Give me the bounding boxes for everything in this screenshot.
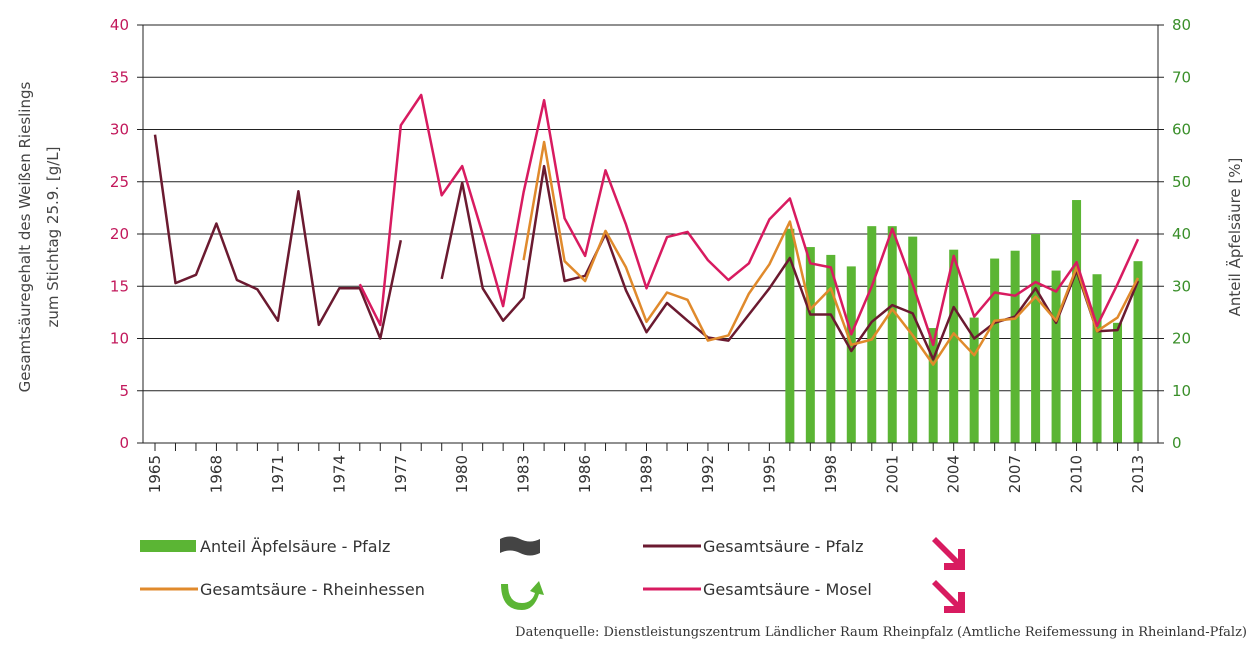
x-tick-label: 1977 (392, 455, 410, 493)
trend-icon (932, 537, 965, 570)
legend-swatch (140, 540, 196, 552)
line (153, 134, 1140, 361)
x-tick-label: 2004 (945, 455, 963, 493)
bar (908, 236, 918, 443)
x-tick-label: 2001 (883, 455, 901, 493)
legend-label: Gesamtsäure - Rheinhessen (200, 580, 425, 599)
trend-icon (932, 580, 965, 613)
trend-icon (501, 581, 544, 610)
x-tick-label: 1968 (207, 455, 225, 493)
x-tick-label: 1971 (269, 455, 287, 493)
bar (949, 249, 959, 443)
y2-tick-label: 10 (1172, 382, 1191, 400)
y2-axis-title: Anteil Äpfelsäure [%] (1225, 158, 1244, 317)
bar (1051, 270, 1061, 443)
y-tick-label: 15 (110, 277, 129, 295)
source-note: Datenquelle: Dienstleistungszentrum Länd… (515, 625, 1247, 640)
bar (805, 247, 815, 443)
bar (969, 317, 979, 443)
x-tick-label: 2013 (1129, 455, 1147, 493)
trend-icon (500, 536, 540, 556)
bar (1010, 250, 1020, 443)
bar (846, 266, 856, 443)
bar (1113, 322, 1123, 443)
y-tick-label: 35 (110, 68, 129, 86)
bar (990, 258, 1000, 443)
y-tick-label: 10 (110, 330, 129, 348)
y2-tick-label: 40 (1172, 225, 1191, 243)
x-tick-label: 1998 (822, 455, 840, 493)
y-tick-label: 30 (110, 121, 129, 139)
bar (867, 226, 877, 443)
y2-tick-label: 50 (1172, 173, 1191, 191)
x-tick-label: 1974 (330, 455, 348, 493)
legend-label: Gesamtsäure - Pfalz (703, 537, 863, 556)
legend-label: Anteil Äpfelsäure - Pfalz (200, 537, 390, 556)
legend-label: Gesamtsäure - Mosel (703, 580, 872, 599)
x-tick-label: 1980 (453, 455, 471, 493)
y-tick-label: 5 (119, 382, 129, 400)
y2-tick-label: 80 (1172, 16, 1191, 34)
y-axis-title: zum Stichtag 25.9. [g/L] (44, 146, 62, 327)
x-tick-label: 2010 (1068, 455, 1086, 493)
y-tick-label: 25 (110, 173, 129, 191)
bar (1072, 200, 1082, 443)
bar (1092, 274, 1102, 443)
x-tick-label: 1983 (515, 455, 533, 493)
x-tick-label: 1995 (760, 455, 778, 493)
y2-tick-label: 0 (1172, 434, 1182, 452)
y-tick-label: 0 (119, 434, 129, 452)
line (358, 93, 1140, 347)
x-tick-label: 1986 (576, 455, 594, 493)
y2-tick-label: 30 (1172, 277, 1191, 295)
bar (1031, 234, 1041, 443)
bar (785, 228, 795, 443)
bar (928, 328, 938, 443)
y-axis-title: Gesamtsäuregehalt des Weißen Rieslings (16, 82, 34, 393)
bar (826, 254, 836, 443)
y-tick-label: 20 (110, 225, 129, 243)
x-tick-label: 1989 (638, 455, 656, 493)
x-tick-label: 1992 (699, 455, 717, 493)
x-tick-label: 2007 (1006, 455, 1024, 493)
bar (1133, 261, 1143, 443)
bar (887, 226, 897, 443)
y2-tick-label: 60 (1172, 121, 1191, 139)
y2-tick-label: 20 (1172, 330, 1191, 348)
y2-tick-label: 70 (1172, 68, 1191, 86)
x-tick-label: 1965 (146, 455, 164, 493)
line (522, 140, 1140, 366)
y-tick-label: 40 (110, 16, 129, 34)
